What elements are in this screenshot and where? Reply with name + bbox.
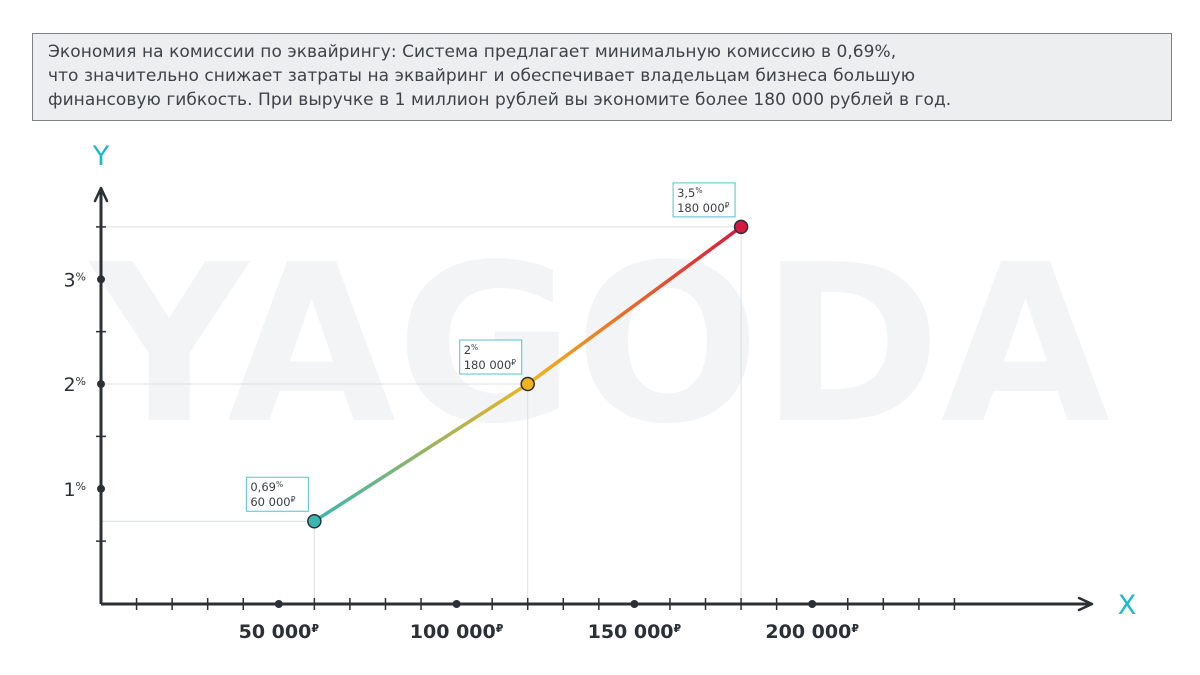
x-tick-value: 100 000: [410, 621, 496, 643]
point-percent-unit: %: [276, 480, 283, 489]
point-label-box-2: [672, 182, 736, 218]
point-amount-value: 60 000: [250, 495, 290, 509]
note-line-1: Экономия на комиссии по эквайрингу: Сист…: [48, 42, 897, 62]
y-tick-value: 1: [63, 479, 75, 501]
watermark-logo: YAGODA: [87, 219, 1110, 472]
y-tick-value: 2: [63, 374, 75, 396]
axes: XY: [92, 141, 1137, 621]
x-major-tick-dot-1: [452, 600, 461, 608]
y-tick-label-0: 1%: [63, 479, 86, 501]
note-line-2: что значительно снижает затраты на эквай…: [48, 66, 916, 86]
x-axis-label: X: [1118, 590, 1137, 621]
point-label-amount-1: 180 000₽: [464, 358, 517, 373]
x-tick-value: 200 000: [765, 621, 851, 643]
x-tick-label-1: 100 000₽: [410, 621, 504, 643]
note-line-3: финансовую гибкость. При выручке в 1 мил…: [48, 90, 952, 110]
description-note: Экономия на комиссии по эквайрингу: Сист…: [32, 33, 1172, 121]
point-amount-unit: ₽: [725, 200, 730, 209]
y-tick-value: 3: [63, 269, 75, 291]
y-tick-unit: %: [76, 270, 86, 283]
point-amount-unit: ₽: [291, 495, 296, 504]
data-point-0: [307, 513, 322, 529]
tick-marks: [96, 226, 956, 610]
tick-labels: 50 000₽ 100 000₽ 150 000₽ 200 000₽1%2%3%: [63, 269, 859, 643]
data-point-1: [520, 376, 535, 392]
point-amount-value: 180 000: [677, 201, 725, 215]
point-label-box-1: [459, 339, 523, 375]
x-major-tick-dot-0: [274, 600, 283, 608]
point-percent-value: 2: [464, 343, 471, 357]
x-axis-arrow: [1077, 596, 1094, 612]
x-major-tick-dot-3: [808, 600, 817, 608]
y-tick-unit: %: [76, 479, 86, 492]
data-point-2: [733, 219, 749, 235]
point-percent-value: 0,69: [250, 480, 276, 494]
x-major-tick-dot-2: [630, 600, 639, 608]
y-tick-label-1: 2%: [63, 374, 86, 396]
point-percent-unit: %: [471, 343, 478, 352]
y-major-tick-dot-0: [97, 484, 105, 493]
point-label-percent-2: 3,5%: [677, 185, 702, 200]
point-percent-unit: %: [695, 185, 702, 194]
y-axis-label: Y: [92, 141, 110, 172]
x-tick-unit: ₽: [851, 622, 859, 635]
guide-lines: [101, 226, 742, 604]
x-tick-value: 150 000: [588, 621, 674, 643]
x-tick-value: 50 000: [239, 621, 312, 643]
x-tick-label-0: 50 000₽: [239, 621, 320, 643]
data-series: [307, 219, 749, 529]
y-major-tick-dot-2: [97, 275, 105, 284]
x-tick-unit: ₽: [496, 622, 504, 635]
x-tick-unit: ₽: [674, 622, 682, 635]
x-tick-unit: ₽: [311, 622, 319, 635]
y-tick-label-2: 3%: [63, 269, 86, 291]
point-labels: 0,69%60 000₽2%180 000₽3,5%180 000₽: [245, 182, 736, 512]
point-amount-unit: ₽: [511, 358, 516, 367]
y-tick-unit: %: [76, 375, 86, 388]
y-axis-arrow: [93, 186, 109, 203]
point-label-amount-0: 60 000₽: [250, 495, 295, 510]
y-major-tick-dot-1: [97, 380, 105, 389]
x-tick-label-3: 200 000₽: [765, 621, 859, 643]
point-label-amount-2: 180 000₽: [677, 200, 730, 215]
point-label-box-0: [245, 476, 309, 512]
point-label-percent-0: 0,69%: [250, 480, 283, 495]
point-label-percent-1: 2%: [464, 343, 478, 358]
point-amount-value: 180 000: [464, 358, 512, 372]
point-percent-value: 3,5: [677, 186, 695, 200]
x-tick-label-2: 150 000₽: [588, 621, 682, 643]
